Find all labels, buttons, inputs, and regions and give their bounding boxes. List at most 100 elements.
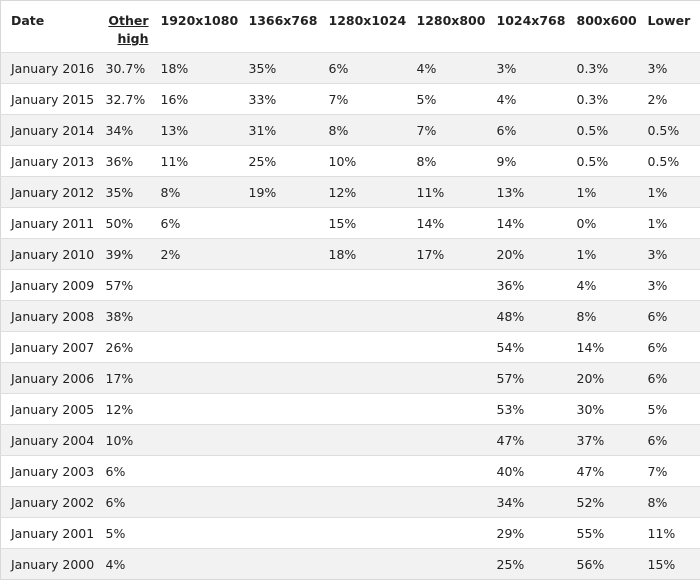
empty-cell (154, 269, 243, 301)
table-cell: 3% (641, 238, 700, 270)
table-cell: 36% (99, 145, 155, 177)
table-cell: 8% (322, 114, 411, 146)
table-row: January 2006 17% 57% 20% 6% (0, 362, 700, 394)
table-cell: 0.5% (641, 145, 700, 177)
empty-cell (242, 517, 323, 549)
empty-cell (410, 486, 491, 518)
table-cell: January 2001 (0, 517, 100, 549)
table-cell: 17% (410, 238, 491, 270)
empty-cell (154, 517, 243, 549)
empty-cell (410, 393, 491, 425)
table-cell: 55% (570, 517, 642, 549)
empty-cell (154, 548, 243, 580)
empty-cell (154, 455, 243, 487)
table-cell: 39% (99, 238, 155, 270)
table-cell: 7% (322, 83, 411, 115)
table-cell: 12% (99, 393, 155, 425)
table-cell: 52% (570, 486, 642, 518)
table-cell: 32.7% (99, 83, 155, 115)
table-row: January 2002 6% 34% 52% 8% (0, 486, 700, 518)
table-cell: 33% (242, 83, 323, 115)
empty-cell (410, 548, 491, 580)
table-cell: 11% (641, 517, 700, 549)
table-cell: 0.5% (641, 114, 700, 146)
table-cell: 17% (99, 362, 155, 394)
empty-cell (242, 300, 323, 332)
table-cell: 3% (641, 52, 700, 84)
table-cell: 35% (99, 176, 155, 208)
empty-cell (410, 331, 491, 363)
empty-cell (322, 300, 411, 332)
empty-cell (154, 486, 243, 518)
table-row: January 2012 35% 8% 19% 12% 11% 13% 1% 1% (0, 176, 700, 208)
table-cell: 6% (641, 300, 700, 332)
table-cell: 4% (99, 548, 155, 580)
column-header: 1366x768 (248, 13, 318, 28)
empty-cell (154, 362, 243, 394)
table-cell: 2% (154, 238, 243, 270)
table-cell: 38% (99, 300, 155, 332)
table-cell: 36% (490, 269, 571, 301)
table-cell: 20% (490, 238, 571, 270)
empty-cell (322, 486, 411, 518)
table-row: January 2000 4% 25% 56% 15% (0, 548, 700, 580)
table-cell: January 2008 (0, 300, 100, 332)
table-row: January 2011 50% 6% 15% 14% 14% 0% 1% (0, 207, 700, 239)
table-cell: 4% (410, 52, 491, 84)
table-cell: January 2002 (0, 486, 100, 518)
table-cell: 16% (154, 83, 243, 115)
table-row: January 2001 5% 29% 55% 11% (0, 517, 700, 549)
table-cell: 14% (570, 331, 642, 363)
table-cell: 1% (641, 207, 700, 239)
empty-cell (242, 548, 323, 580)
table-cell: 10% (322, 145, 411, 177)
empty-cell (410, 455, 491, 487)
table-row: January 2009 57% 36% 4% 3% (0, 269, 700, 301)
table-cell: January 2006 (0, 362, 100, 394)
table-cell: January 2010 (0, 238, 100, 270)
table-cell: January 2000 (0, 548, 100, 580)
empty-cell (242, 207, 323, 239)
table-cell: January 2014 (0, 114, 100, 146)
table-cell: 34% (99, 114, 155, 146)
column-header: 1280x1024 (328, 13, 407, 28)
table-cell: 25% (242, 145, 323, 177)
table-cell: 11% (154, 145, 243, 177)
table-row: January 2007 26% 54% 14% 6% (0, 331, 700, 363)
table-cell: 7% (641, 455, 700, 487)
table-cell: 56% (570, 548, 642, 580)
table-cell: 6% (641, 331, 700, 363)
table-cell: 0.3% (570, 52, 642, 84)
table-cell: 35% (242, 52, 323, 84)
table-cell: 6% (490, 114, 571, 146)
table-cell: 3% (641, 269, 700, 301)
empty-cell (242, 331, 323, 363)
table-cell: 12% (322, 176, 411, 208)
table-cell: 1% (570, 238, 642, 270)
table-cell: 47% (570, 455, 642, 487)
empty-cell (322, 393, 411, 425)
table-cell: 30.7% (99, 52, 155, 84)
empty-cell (154, 331, 243, 363)
table-cell: 8% (641, 486, 700, 518)
table-cell: January 2003 (0, 455, 100, 487)
table-cell: 14% (410, 207, 491, 239)
empty-cell (322, 331, 411, 363)
empty-cell (410, 300, 491, 332)
table-cell: 8% (154, 176, 243, 208)
table-cell: 5% (410, 83, 491, 115)
table-cell: 1% (641, 176, 700, 208)
table-cell: 34% (490, 486, 571, 518)
empty-cell (322, 424, 411, 456)
table-cell: January 2015 (0, 83, 100, 115)
empty-cell (410, 269, 491, 301)
empty-cell (242, 486, 323, 518)
table-cell: 29% (490, 517, 571, 549)
column-header: 1920x1080 (160, 13, 239, 28)
table-row: January 2013 36% 11% 25% 10% 8% 9% 0.5% 0.5% (0, 145, 700, 177)
empty-cell (322, 362, 411, 394)
table-cell: 10% (99, 424, 155, 456)
table-cell: 6% (154, 207, 243, 239)
